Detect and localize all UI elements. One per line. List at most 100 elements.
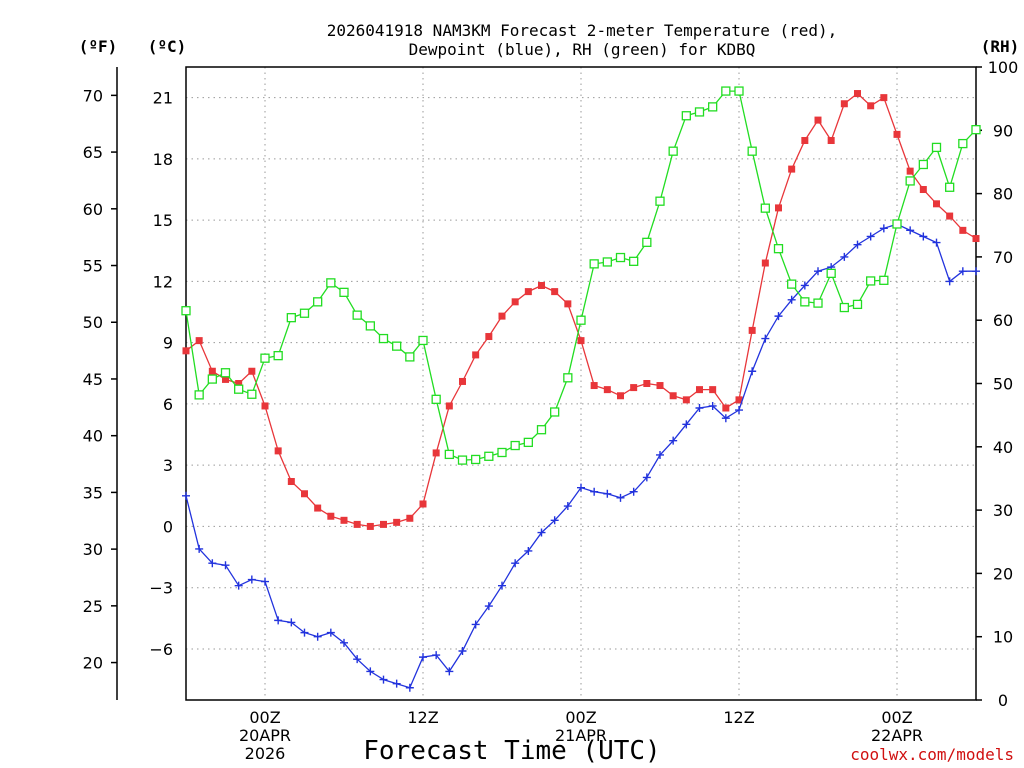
dewpoint-point (577, 483, 585, 492)
time-tick-label: 12Z (723, 708, 754, 727)
dewpoint-point (195, 544, 204, 553)
dewpoint-point (840, 252, 849, 261)
temperature-point (972, 235, 980, 243)
rh-point (773, 244, 784, 254)
rh-point (457, 455, 468, 465)
dewpoint-point (432, 651, 441, 660)
temperature-point (630, 384, 638, 392)
temperature-point (445, 402, 453, 410)
time-tick-label: 2026 (245, 744, 286, 763)
dewpoint-point (603, 489, 612, 498)
rh-point (471, 454, 481, 465)
temperature-point (380, 520, 387, 528)
rh-point (378, 333, 389, 344)
rh-point (668, 146, 678, 156)
rh-tick-label: 100 (988, 58, 1019, 77)
rh-point (826, 268, 836, 279)
temperature-point (603, 386, 611, 394)
temperature-point (959, 226, 967, 234)
rh-point (931, 142, 942, 153)
rh-point (207, 374, 217, 384)
temperature-point (208, 367, 216, 375)
temperature-point (274, 447, 282, 455)
fahrenheit-tick-label: 20 (83, 654, 103, 673)
dewpoint-point (182, 491, 190, 500)
dewpoint-point (879, 224, 888, 233)
dewpoint-point (814, 267, 822, 276)
rh-point (852, 299, 863, 310)
temperature-point (682, 396, 690, 404)
rh-point (247, 389, 257, 399)
dewpoint-point (748, 367, 757, 376)
fahrenheit-tick-label: 50 (83, 313, 103, 332)
temperature-point (406, 514, 414, 522)
rh-point (444, 449, 454, 460)
temperature-point (669, 392, 677, 400)
dewpoint-point (234, 581, 243, 590)
dewpoint-point (906, 226, 915, 235)
dewpoint-point (590, 487, 599, 496)
celsius-tick-label: 9 (163, 334, 173, 353)
dewpoint-point (419, 653, 427, 662)
dewpoint-point (866, 232, 875, 241)
dewpoint-point (511, 559, 520, 568)
fahrenheit-tick-label: 45 (83, 370, 103, 389)
rh-point (260, 353, 270, 363)
dewpoint-point (787, 295, 796, 304)
temperature-point (722, 404, 730, 412)
rh-tick-label: 0 (998, 691, 1008, 710)
rh-point (787, 279, 797, 289)
dewpoint-point (958, 267, 967, 276)
dewpoint-point (669, 436, 678, 445)
rh-point (629, 256, 639, 266)
rh-point (681, 111, 691, 121)
temperature-point (393, 518, 401, 526)
x-axis-label: Forecast Time (UTC) (363, 736, 660, 766)
temperature-point (314, 504, 322, 512)
temperature-point (261, 402, 269, 410)
temperature-point (498, 312, 506, 320)
temperature-point (551, 288, 559, 296)
temperature-point (880, 94, 888, 102)
dewpoint-point (353, 655, 362, 664)
dewpoint-point (261, 577, 269, 586)
rh-point (760, 203, 770, 213)
rh-tick-label: 70 (993, 248, 1013, 267)
dewpoint-point (721, 414, 730, 423)
temperature-point (696, 386, 703, 394)
time-tick-label: 00Z (881, 708, 912, 727)
celsius-tick-label: 12 (153, 272, 173, 291)
celsius-unit-label: (ºC) (148, 37, 187, 56)
temperature-point (182, 347, 190, 355)
dewpoint-point (524, 546, 533, 555)
dewpoint-point (484, 602, 493, 611)
dewpoint-point (945, 277, 954, 286)
fahrenheit-tick-label: 55 (83, 257, 103, 276)
rh-point (615, 252, 626, 263)
rh-point (694, 107, 705, 117)
rh-point (918, 159, 928, 170)
dewpoint-point (853, 240, 862, 249)
dewpoint-point (445, 667, 454, 676)
temperature-point (840, 100, 848, 108)
rh-point (905, 176, 915, 186)
dewpoint-point (550, 516, 559, 525)
rh-tick-label: 10 (993, 628, 1013, 647)
rh-line (185, 90, 977, 461)
rh-point (958, 138, 968, 149)
data-series (181, 86, 981, 692)
rh-point (273, 350, 283, 361)
dewpoint-point (563, 502, 572, 511)
rh-point (181, 306, 191, 316)
celsius-tick-label: 21 (153, 89, 173, 108)
temperature-point (801, 137, 809, 145)
rh-point (550, 407, 560, 417)
rh-tick-label: 60 (993, 311, 1013, 330)
rh-point (299, 308, 310, 318)
dewpoint-point (616, 493, 625, 502)
rh-point (602, 257, 612, 267)
temperature-point (827, 137, 835, 145)
rh-point (484, 451, 494, 461)
